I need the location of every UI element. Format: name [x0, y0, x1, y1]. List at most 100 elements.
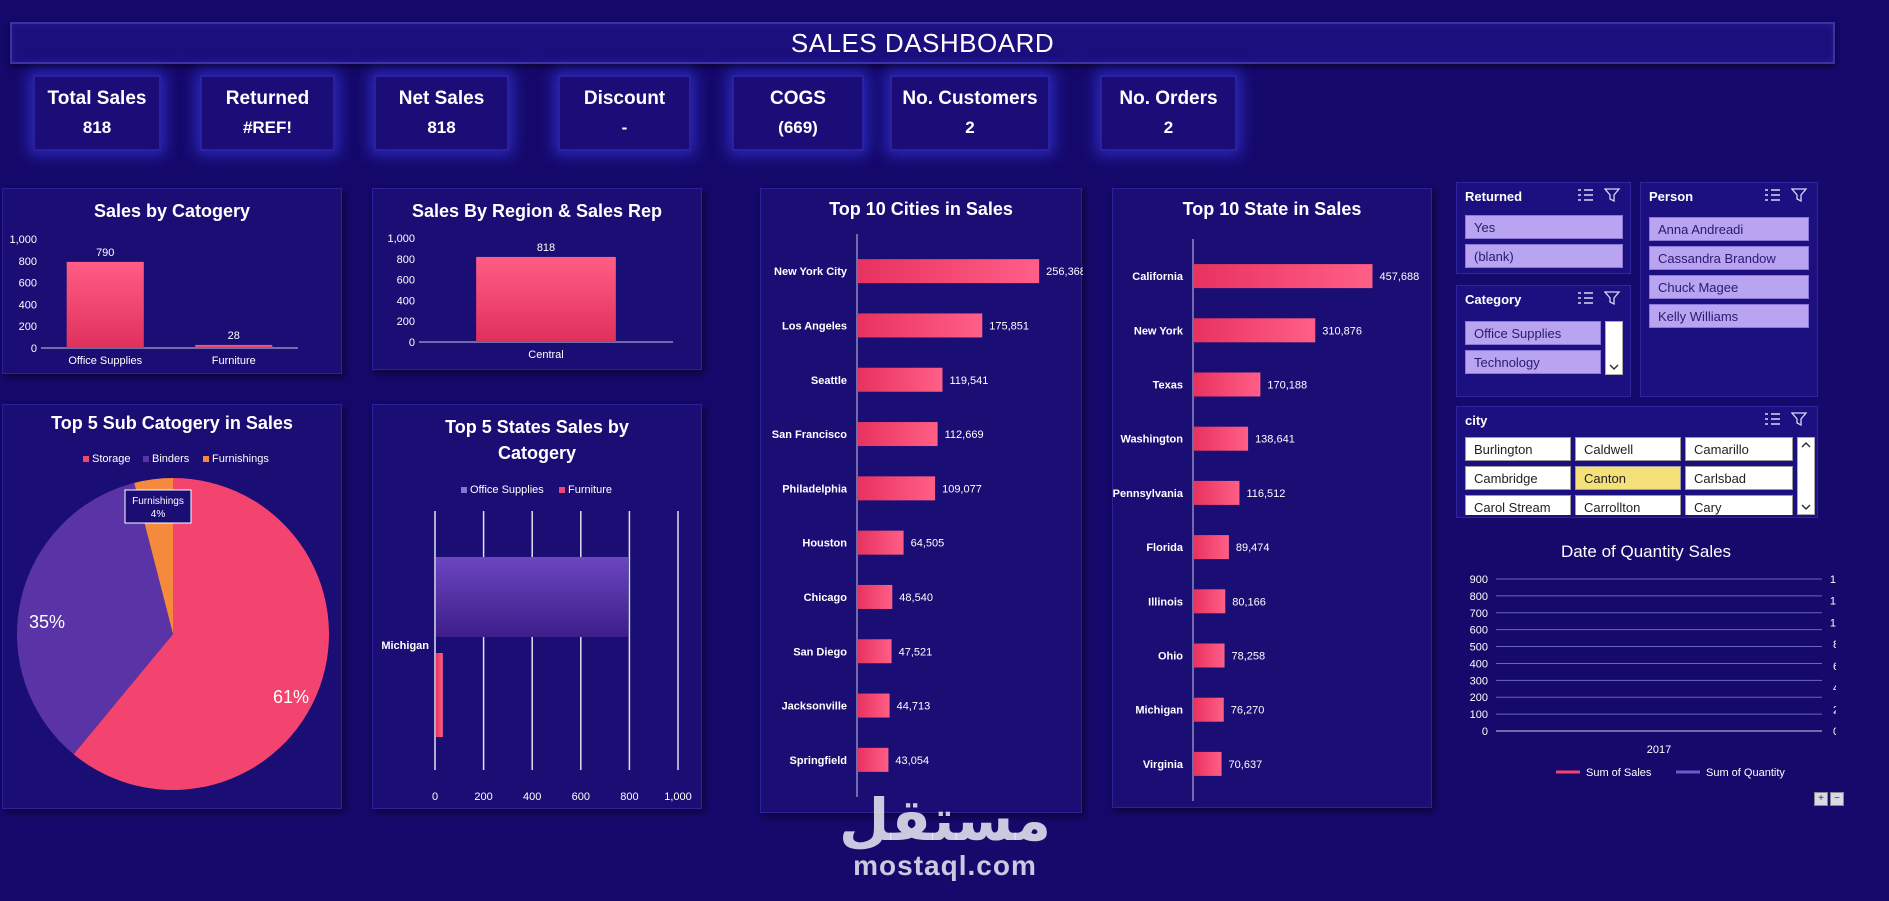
bar — [858, 476, 936, 501]
data-label: 80,166 — [1232, 596, 1266, 608]
city-item-selected[interactable]: Canton — [1575, 466, 1681, 490]
sub-category-pie-chart: Storage Binders Furnishings 61% 35% Furnishin… — [16, 453, 330, 790]
data-label: 457,688 — [1379, 271, 1419, 283]
collapse-icon[interactable]: − — [1830, 792, 1844, 806]
y-tick-label: Florida — [1146, 542, 1184, 554]
clear-filter-icon[interactable] — [1791, 187, 1809, 203]
clear-filter-icon[interactable] — [1604, 187, 1622, 203]
kpi-label: Net Sales — [398, 88, 485, 109]
bar — [858, 639, 892, 664]
y-tick-label: 200 — [397, 316, 415, 328]
x-tick-label: 0 — [854, 813, 860, 814]
bar — [1194, 643, 1225, 668]
category-scrollbar[interactable] — [1605, 321, 1623, 375]
slicer-item-yes[interactable]: Yes — [1465, 215, 1623, 239]
sales-by-category-panel: Sales by Catogery 1,000 800 600 400 200 0 790 O… — [2, 188, 342, 374]
chevron-up-icon[interactable] — [1798, 440, 1814, 450]
zoom-controls[interactable]: + − — [1814, 792, 1844, 808]
data-label: 109,077 — [942, 483, 982, 495]
kpi-label: No. Orders — [1119, 88, 1218, 109]
y-tick-label: New York City — [774, 266, 848, 278]
y-tick-label: 400 — [19, 299, 37, 311]
bar — [1194, 535, 1229, 560]
slicer-item-category[interactable]: Technology — [1465, 350, 1601, 374]
states-by-category-panel: Top 5 States Sales by Catogery Office Su… — [372, 404, 702, 809]
y-tick-label: California — [1132, 271, 1184, 283]
slicer-item-person[interactable]: Cassandra Brandow — [1649, 246, 1809, 270]
city-item[interactable]: Carlsbad — [1685, 466, 1793, 490]
slicer-item-category[interactable]: Office Supplies — [1465, 321, 1601, 345]
sales-by-region-panel: Sales By Region & Sales Rep 1,000 800 600 4… — [372, 188, 702, 370]
dashboard-title: SALES DASHBOARD — [10, 22, 1835, 64]
y-tick-label-left: 600 — [1470, 625, 1488, 637]
multi-select-icon[interactable] — [1763, 411, 1781, 427]
watermark: مستقل mostaql.com — [830, 790, 1060, 882]
bar — [66, 261, 144, 348]
bar — [1194, 697, 1224, 722]
kpi-label: Discount — [583, 88, 666, 109]
bar — [1194, 589, 1226, 614]
watermark-latin: mostaql.com — [853, 850, 1037, 881]
city-item[interactable]: Camarillo — [1685, 437, 1793, 461]
kpi-value: 2 — [965, 118, 975, 137]
city-item[interactable]: Cambridge — [1465, 466, 1571, 490]
city-item[interactable]: Carrollton — [1575, 495, 1681, 515]
y-tick-label: Washington — [1120, 434, 1183, 446]
multi-select-icon[interactable] — [1763, 187, 1781, 203]
city-item[interactable]: Caldwell — [1575, 437, 1681, 461]
y-tick-label: Seattle — [811, 375, 847, 387]
bar — [436, 653, 443, 737]
y-tick-label: Springfield — [790, 755, 847, 767]
y-tick-label: 200 — [19, 321, 37, 333]
data-label: 44,713 — [897, 701, 931, 713]
y-tick-label-right: 6 — [1833, 661, 1836, 673]
states-by-category-chart: Office Supplies Furniture 0 200 400 600 800 1,0… — [381, 484, 691, 803]
watermark-arabic: مستقل — [838, 786, 1052, 854]
legend-label: Storage — [92, 453, 131, 465]
city-scrollbar[interactable] — [1797, 437, 1815, 515]
city-item[interactable]: Cary — [1685, 495, 1793, 515]
kpi-value: (669) — [778, 118, 818, 137]
chevron-down-icon[interactable] — [1606, 362, 1622, 372]
data-label: 48,540 — [899, 592, 933, 604]
city-item[interactable]: Carol Stream — [1465, 495, 1571, 515]
callout-label: Furnishings — [132, 496, 184, 507]
kpi-returned: Returned #REF! — [200, 75, 335, 151]
chart-title: Sales By Region & Sales Rep — [411, 201, 663, 221]
bar — [1194, 264, 1373, 289]
expand-icon[interactable]: + — [1814, 792, 1828, 806]
clear-filter-icon[interactable] — [1791, 411, 1809, 427]
bar — [1194, 480, 1240, 505]
y-tick-label: Philadelphia — [782, 483, 848, 495]
chart-title: Top 10 Cities in Sales — [829, 199, 1013, 219]
slicer-item-blank[interactable]: (blank) — [1465, 244, 1623, 268]
y-tick-label: Houston — [802, 538, 847, 550]
sub-category-panel: Top 5 Sub Catogery in Sales Storage Binde… — [2, 404, 342, 809]
kpi-cogs: COGS (669) — [732, 75, 864, 151]
person-slicer: Person Anna Andreadi Cassandra Brandow C… — [1640, 182, 1818, 397]
y-tick-label: Michigan — [381, 640, 429, 652]
x-tick-label: 400 — [523, 791, 541, 803]
x-tick-label: 300,000 — [1049, 813, 1083, 814]
bar — [858, 530, 904, 555]
callout-value: 4% — [151, 509, 166, 520]
data-label: 310,876 — [1322, 325, 1362, 337]
slicer-item-person[interactable]: Chuck Magee — [1649, 275, 1809, 299]
slice-label: 61% — [273, 687, 309, 707]
multi-select-icon[interactable] — [1576, 290, 1594, 306]
slicer-item-person[interactable]: Anna Andreadi — [1649, 217, 1809, 241]
top-states-panel: Top 10 State in Sales 457,688 California 3… — [1112, 188, 1432, 808]
slicer-item-person[interactable]: Kelly Williams — [1649, 304, 1809, 328]
city-item[interactable]: Burlington — [1465, 437, 1571, 461]
multi-select-icon[interactable] — [1576, 187, 1594, 203]
data-label: 43,054 — [895, 755, 929, 767]
bar — [858, 693, 890, 718]
clear-filter-icon[interactable] — [1604, 290, 1622, 306]
pie-slice — [16, 482, 173, 755]
data-label: 256,368 — [1046, 266, 1083, 278]
kpi-value: #REF! — [242, 118, 293, 137]
chevron-down-icon[interactable] — [1798, 502, 1814, 512]
data-label: 76,270 — [1231, 705, 1265, 717]
bar — [858, 367, 943, 392]
kpi-net-sales: Net Sales 818 — [374, 75, 509, 151]
